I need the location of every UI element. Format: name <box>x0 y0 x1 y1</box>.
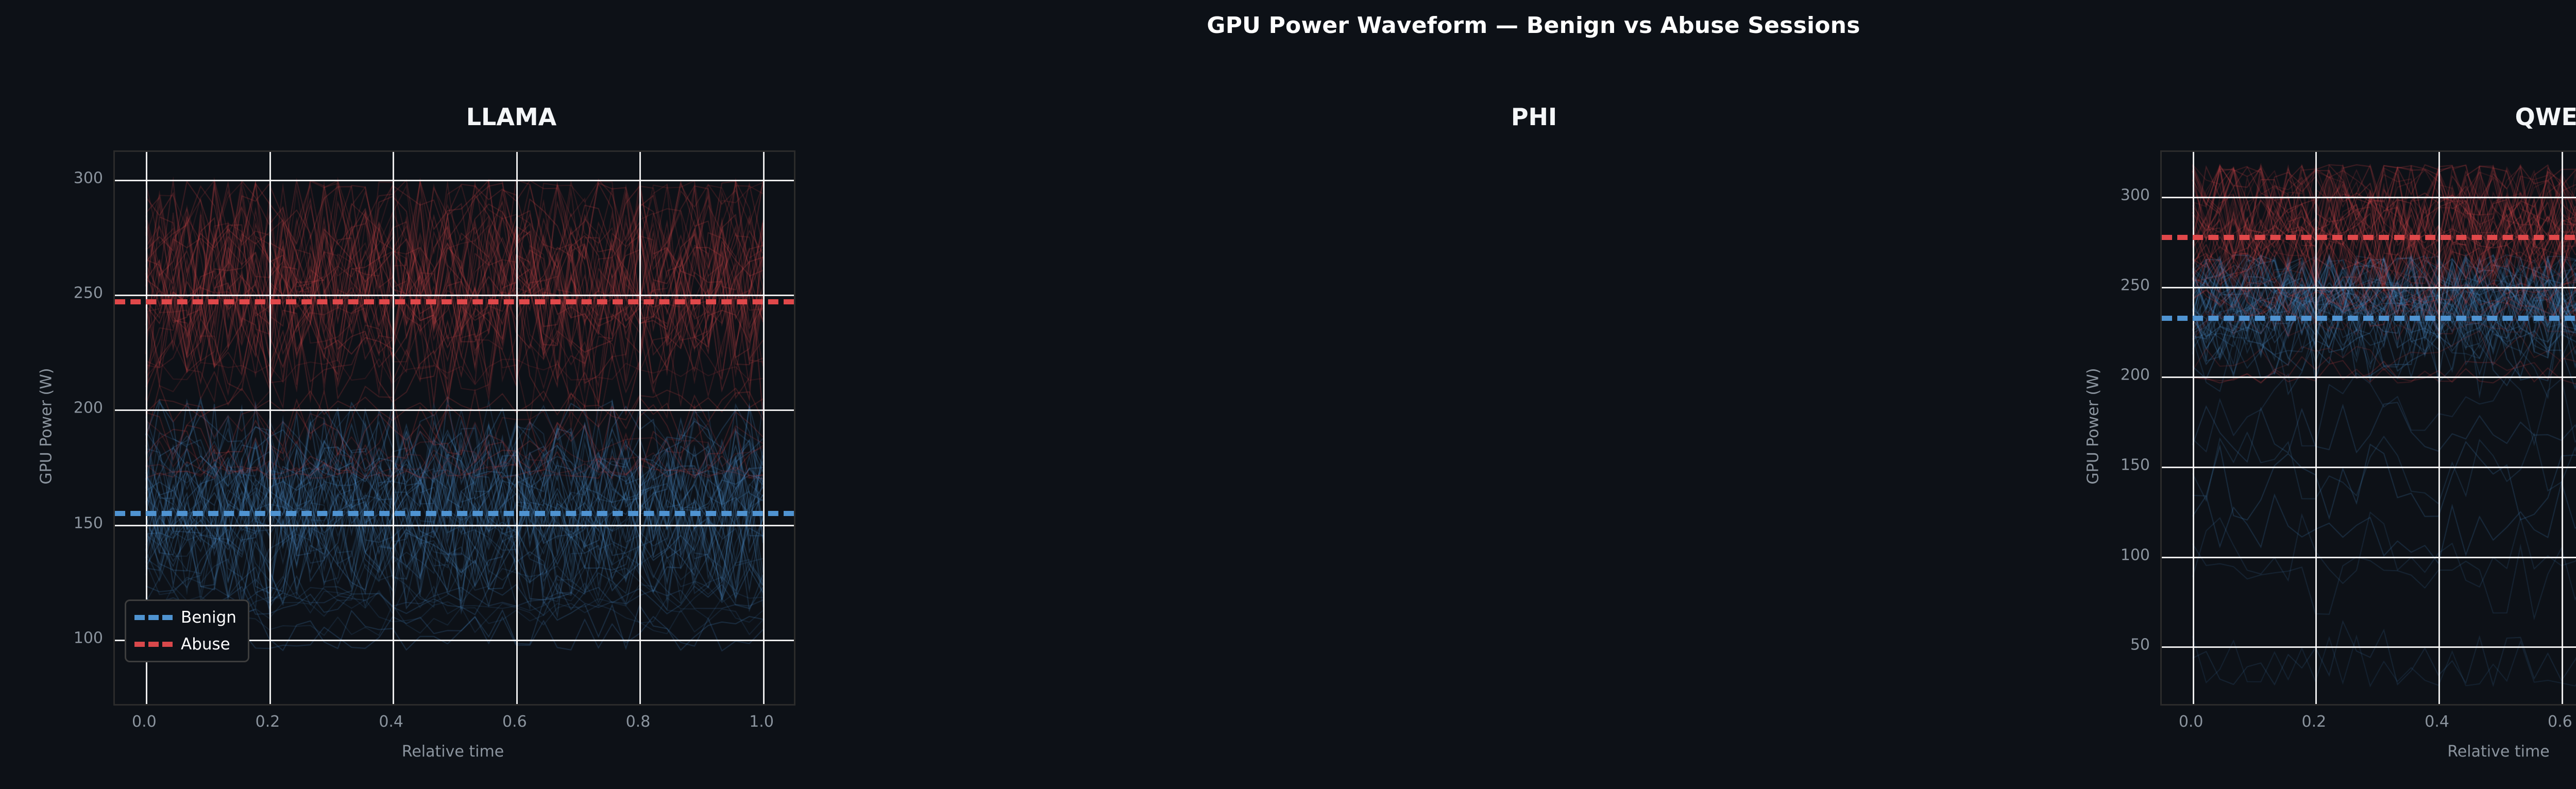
y-axis-tick-label: 200 <box>2120 366 2150 384</box>
abuse-line-swatch-icon <box>134 642 173 647</box>
y-axis-tick-label: 300 <box>73 169 103 187</box>
y-axis-tick-label: 150 <box>2120 456 2150 474</box>
x-axis-tick-label: 0.2 <box>255 713 280 731</box>
subplot-phi: PHI GPU Power (W) Relative time Benign A… <box>1023 0 2576 789</box>
mean-line-abuse <box>2162 234 2576 240</box>
gridline-vertical <box>639 152 641 704</box>
subplot-llama: LLAMA GPU Power (W) Relative time Benign… <box>0 0 1023 789</box>
gridline-horizontal <box>115 639 794 641</box>
gridline-horizontal <box>2162 556 2576 558</box>
subplot-qwen: QWEN GPU Power (W) Relative time Benign … <box>2045 0 2576 789</box>
y-axis-tick-label: 250 <box>73 284 103 302</box>
legend-entry-abuse: Abuse <box>134 635 236 654</box>
gridline-horizontal <box>2162 467 2576 469</box>
legend-entry-benign: Benign <box>134 608 236 627</box>
x-axis-tick-label: 0.6 <box>502 713 527 731</box>
gridline-vertical <box>2315 152 2317 704</box>
legend-llama[interactable]: Benign Abuse <box>125 599 249 662</box>
y-axis-tick-label: 200 <box>73 399 103 417</box>
plot-area-llama <box>113 150 795 706</box>
gridline-horizontal <box>115 409 794 411</box>
y-axis-tick-label: 100 <box>2120 546 2150 564</box>
gridline-horizontal <box>2162 646 2576 648</box>
y-axis-tick-label: 250 <box>2120 276 2150 295</box>
x-axis-tick-label: 1.0 <box>749 713 774 731</box>
gridline-vertical <box>269 152 271 704</box>
mean-line-benign <box>115 510 794 516</box>
mean-line-abuse <box>115 299 794 304</box>
gridline-horizontal <box>115 294 794 296</box>
gridline-horizontal <box>2162 286 2576 288</box>
mean-line-benign <box>2162 315 2576 321</box>
legend-label-abuse: Abuse <box>181 635 230 654</box>
subplot-title-qwen: QWEN <box>2515 103 2576 131</box>
y-axis-label-llama: GPU Power (W) <box>37 368 56 485</box>
x-axis-tick-label: 0.0 <box>2178 713 2204 731</box>
plot-area-phi <box>2160 150 2576 706</box>
y-axis-tick-label: 100 <box>73 629 103 647</box>
gridline-horizontal <box>2162 376 2576 379</box>
x-axis-tick-label: 0.4 <box>2425 713 2449 731</box>
gridline-vertical <box>2192 152 2194 704</box>
figure-title: GPU Power Waveform — Benign vs Abuse Ses… <box>1207 12 1860 39</box>
x-axis-tick-label: 0.6 <box>2548 713 2572 731</box>
gridline-vertical <box>516 152 518 704</box>
gridline-vertical <box>2561 152 2563 704</box>
x-axis-tick-label: 0.0 <box>132 713 157 731</box>
gridline-vertical <box>2438 152 2441 704</box>
gridline-horizontal <box>2162 197 2576 199</box>
x-axis-tick-label: 0.2 <box>2301 713 2327 731</box>
subplot-title-llama: LLAMA <box>466 103 557 131</box>
x-axis-tick-label: 0.8 <box>625 713 651 731</box>
subplot-title-phi: PHI <box>1511 103 1557 131</box>
y-axis-tick-label: 50 <box>2130 636 2150 654</box>
gridline-horizontal <box>115 179 794 181</box>
gridline-vertical <box>393 152 395 704</box>
y-axis-tick-label: 150 <box>73 514 103 533</box>
x-axis-tick-label: 0.4 <box>379 713 404 731</box>
y-axis-tick-label: 300 <box>2120 186 2150 204</box>
legend-label-benign: Benign <box>181 608 236 627</box>
x-axis-label-llama: Relative time <box>401 743 504 761</box>
gridline-vertical <box>763 152 765 704</box>
waveform-traces-phi <box>2162 152 2576 704</box>
gridline-vertical <box>145 152 147 704</box>
gridline-horizontal <box>115 524 794 526</box>
benign-line-swatch-icon <box>134 615 173 620</box>
x-axis-label-phi: Relative time <box>2447 743 2550 761</box>
